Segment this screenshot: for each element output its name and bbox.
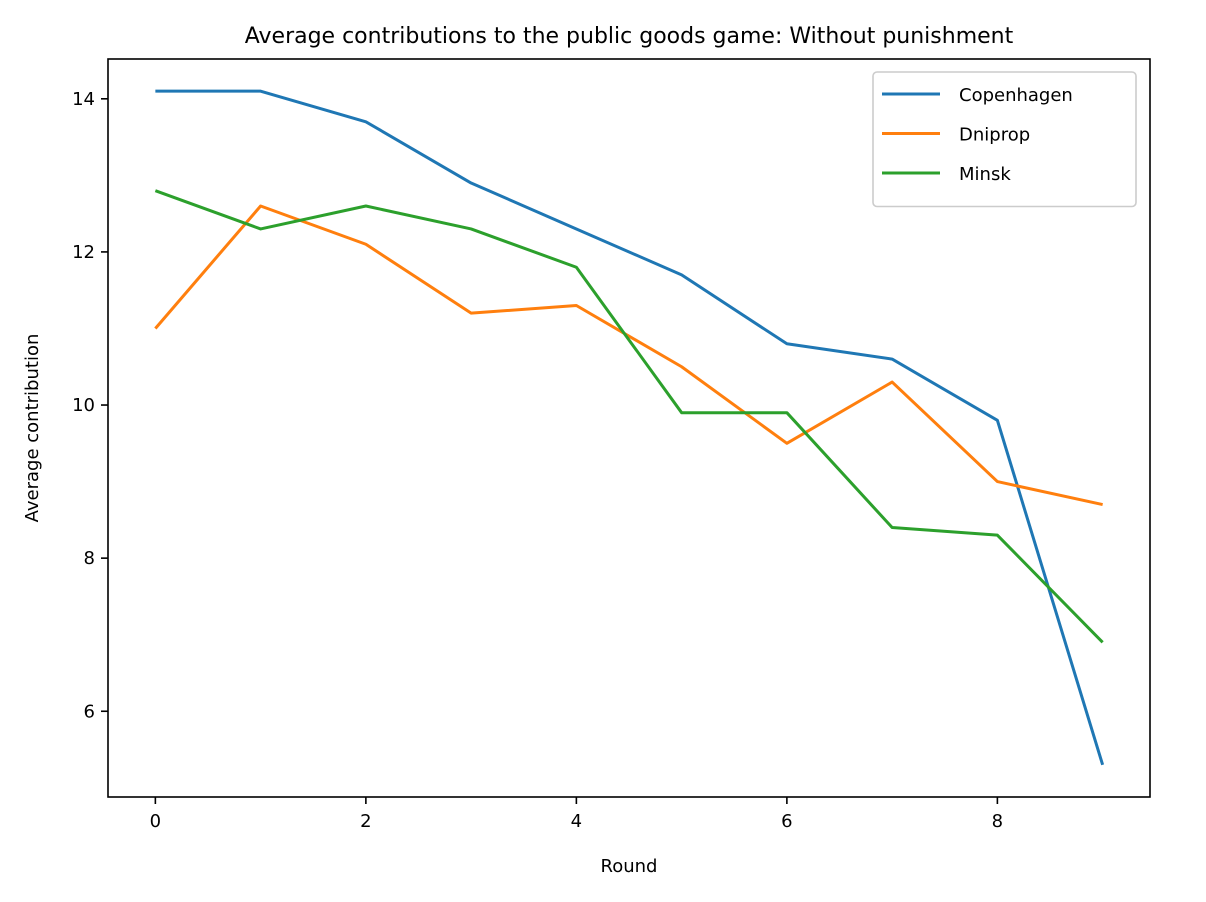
y-axis-label: Average contribution xyxy=(22,334,43,523)
plot-area-frame xyxy=(107,58,1151,798)
y-tick-label: 8 xyxy=(84,548,95,569)
y-tick-label: 10 xyxy=(72,395,95,416)
series-line-copenhagen xyxy=(155,89,1105,766)
x-tick-label: 4 xyxy=(571,811,582,832)
chart-title: Average contributions to the public good… xyxy=(245,24,1014,49)
series-layer xyxy=(154,89,1105,766)
series-line-minsk xyxy=(154,189,1104,644)
legend-label: Minsk xyxy=(959,164,1011,185)
y-tick-label: 14 xyxy=(72,89,95,110)
legend-label: Dniprop xyxy=(959,125,1030,146)
x-axis-label: Round xyxy=(601,856,658,877)
legend-label: Copenhagen xyxy=(959,85,1073,106)
x-tick-label: 0 xyxy=(150,811,161,832)
chart-legend: Copenhagen Dniprop Minsk xyxy=(872,71,1137,208)
y-axis-ticks: 6 8 10 12 14 xyxy=(72,89,108,722)
series-line-dniprop xyxy=(154,204,1103,507)
x-tick-label: 8 xyxy=(992,811,1003,832)
x-tick-label: 6 xyxy=(781,811,792,832)
y-tick-label: 12 xyxy=(72,242,95,263)
x-axis-ticks: 0 2 4 6 8 xyxy=(150,797,1003,832)
x-tick-label: 2 xyxy=(360,811,371,832)
y-tick-label: 6 xyxy=(84,701,95,722)
